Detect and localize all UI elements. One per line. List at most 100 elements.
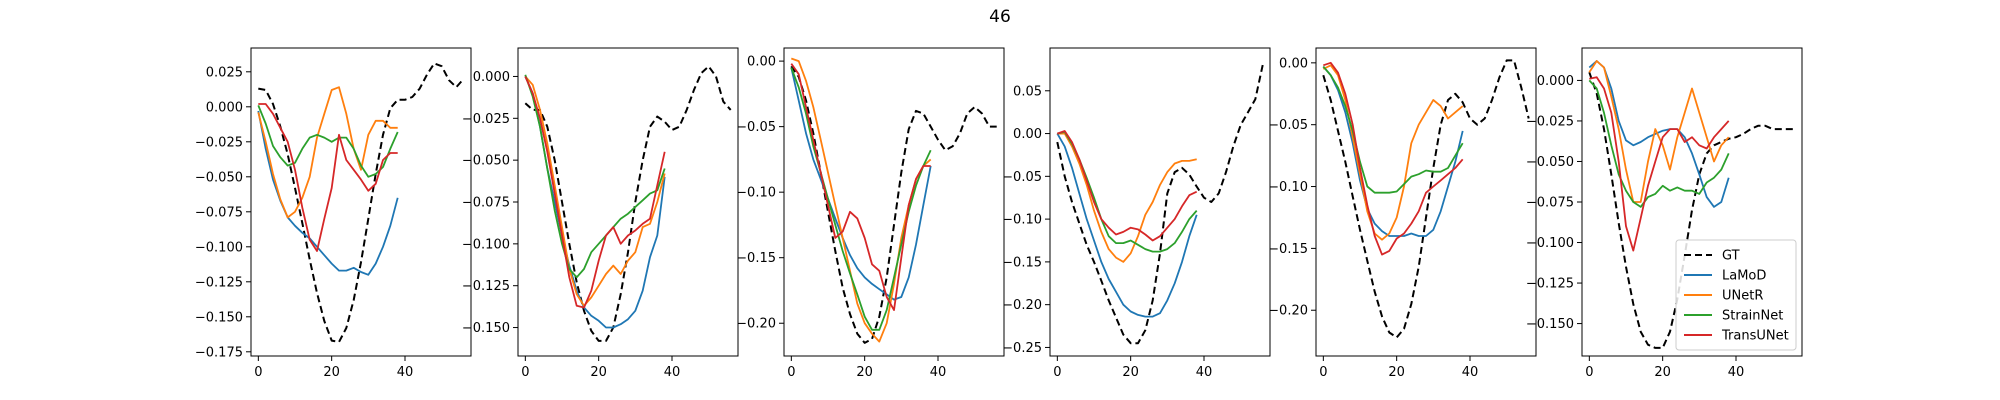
legend-label: LaMoD: [1722, 269, 1766, 284]
y-tick-label: −0.05: [1002, 170, 1042, 185]
x-tick-label: 0: [254, 365, 262, 380]
panels: 0 20 400.0250.000−0.025−0.050−0.075−0.100−…: [195, 47, 1803, 380]
y-tick-label: −0.10: [736, 186, 776, 201]
y-tick-label: −0.20: [1002, 298, 1042, 313]
panel-4: 0 20 40 0.05 0.00 −0.05 −0.10 −0.15 −0.20 −0.25: [1002, 47, 1271, 380]
legend: GT LaMoD UNetR StrainNet TransUNet: [1675, 239, 1797, 351]
y-tick-label: 0.025: [206, 65, 243, 80]
panel-3: 0 20 40 0.00 −0.05 −0.10 −0.15 −0.20: [736, 47, 1005, 380]
y-tick-label: −0.075: [1526, 196, 1574, 211]
series-line-lamod: [1056, 133, 1198, 318]
series-line-unetr: [257, 86, 398, 219]
x-tick-label: 40: [930, 365, 947, 380]
x-tick-label: 20: [856, 365, 873, 380]
y-tick-label: −0.150: [462, 321, 510, 336]
series-line-gt: [790, 65, 997, 344]
y-tick-label: −0.025: [462, 112, 510, 127]
legend-item-gt: GT: [1684, 249, 1740, 264]
series-line-strainnet: [524, 74, 666, 279]
series-line-unetr: [524, 75, 666, 307]
axes-frame: [1315, 47, 1537, 357]
y-tick-label: −0.15: [1268, 242, 1308, 257]
x-tick-label: 0: [1053, 365, 1061, 380]
panel-6-series: [1588, 60, 1795, 349]
y-tick-label: −0.075: [195, 205, 243, 220]
series-line-transunet: [1057, 130, 1198, 242]
series-line-unetr: [1322, 64, 1464, 241]
series-line-unetr: [1057, 132, 1197, 263]
y-tick-label: 0.000: [1537, 74, 1574, 89]
series-line-lamod: [1322, 66, 1464, 237]
series-line-gt: [524, 65, 732, 342]
series-line-transunet: [524, 76, 666, 309]
x-tick-label: 40: [1462, 365, 1479, 380]
panel-5-series: [1322, 59, 1530, 339]
x-tick-label: 20: [590, 365, 607, 380]
y-tick-label: −0.05: [1268, 118, 1308, 133]
panel-4-series: [1056, 64, 1264, 345]
y-tick-label: −0.125: [462, 279, 510, 294]
y-tick-label: −0.100: [195, 240, 243, 255]
y-tick-label: −0.150: [1526, 317, 1574, 332]
y-tick-label: −0.10: [1002, 213, 1042, 228]
panel-6: 0 20 40 0.000 −0.025 −0.050 −0.075 −0.100 −0.125…: [1526, 47, 1803, 380]
y-tick-label: 0.000: [206, 100, 243, 115]
series-line-gt: [258, 62, 465, 343]
x-tick-label: 40: [1196, 365, 1213, 380]
panel-2-series: [524, 65, 732, 342]
x-tick-label: 40: [664, 365, 681, 380]
y-tick-label: −0.20: [736, 317, 776, 332]
axes-frame: [1049, 47, 1271, 357]
y-tick-label: −0.050: [462, 154, 510, 169]
series-line-gt: [1056, 64, 1264, 345]
y-tick-label: −0.175: [195, 345, 243, 360]
y-tick-label: −0.125: [195, 275, 243, 290]
y-tick-label: −0.075: [462, 196, 510, 211]
legend-label: StrainNet: [1722, 309, 1783, 324]
axes-frame: [783, 47, 1005, 357]
legend-box: [1675, 239, 1797, 351]
legend-item-lamod: LaMoD: [1684, 269, 1766, 284]
series-line-gt: [1588, 71, 1795, 349]
x-tick-label: 0: [1585, 365, 1593, 380]
legend-label: GT: [1722, 249, 1740, 264]
y-tick-label: 0.000: [473, 70, 510, 85]
series-line-strainnet: [1322, 66, 1464, 194]
panel-1: 0 20 40 0.025 0.000 −0.025 −0.050 −0.075 −0.100 −…: [195, 47, 472, 380]
axes-frame: [250, 47, 472, 357]
legend-item-unetr: UNetR: [1684, 289, 1763, 304]
x-tick-label: 20: [323, 365, 340, 380]
axes-frame: [517, 47, 739, 357]
y-tick-label: −0.15: [1002, 255, 1042, 270]
panel-5: 0 20 40 0.00 −0.05 −0.10 −0.15 −0.20: [1268, 47, 1537, 380]
series-line-unetr: [1588, 60, 1730, 203]
panel-1-series: [257, 62, 465, 343]
y-tick-label: 0.00: [1279, 56, 1308, 71]
legend-item-strainnet: StrainNet: [1684, 309, 1783, 324]
figure-title: 46: [989, 7, 1011, 27]
y-tick-label: 0.05: [1013, 84, 1042, 99]
y-tick-label: −0.050: [1526, 155, 1574, 170]
x-tick-label: 40: [397, 365, 414, 380]
y-tick-label: −0.100: [462, 237, 510, 252]
series-line-transunet: [1589, 76, 1730, 252]
y-tick-label: −0.15: [736, 251, 776, 266]
series-line-transunet: [258, 103, 398, 252]
series-line-strainnet: [257, 105, 399, 178]
y-tick-label: −0.025: [195, 135, 243, 150]
y-tick-label: −0.100: [1526, 236, 1574, 251]
series-line-lamod: [790, 67, 932, 301]
y-tick-label: −0.25: [1002, 341, 1042, 356]
x-tick-label: 40: [1728, 365, 1745, 380]
y-tick-label: 0.00: [747, 55, 776, 70]
y-tick-label: −0.20: [1268, 304, 1308, 319]
x-tick-label: 0: [1319, 365, 1327, 380]
x-tick-label: 20: [1388, 365, 1405, 380]
series-line-lamod: [524, 76, 666, 329]
x-tick-label: 20: [1654, 365, 1671, 380]
x-tick-label: 0: [787, 365, 795, 380]
y-tick-label: 0.00: [1013, 127, 1042, 142]
series-line-strainnet: [1588, 79, 1730, 208]
panel-3-series: [790, 57, 997, 344]
